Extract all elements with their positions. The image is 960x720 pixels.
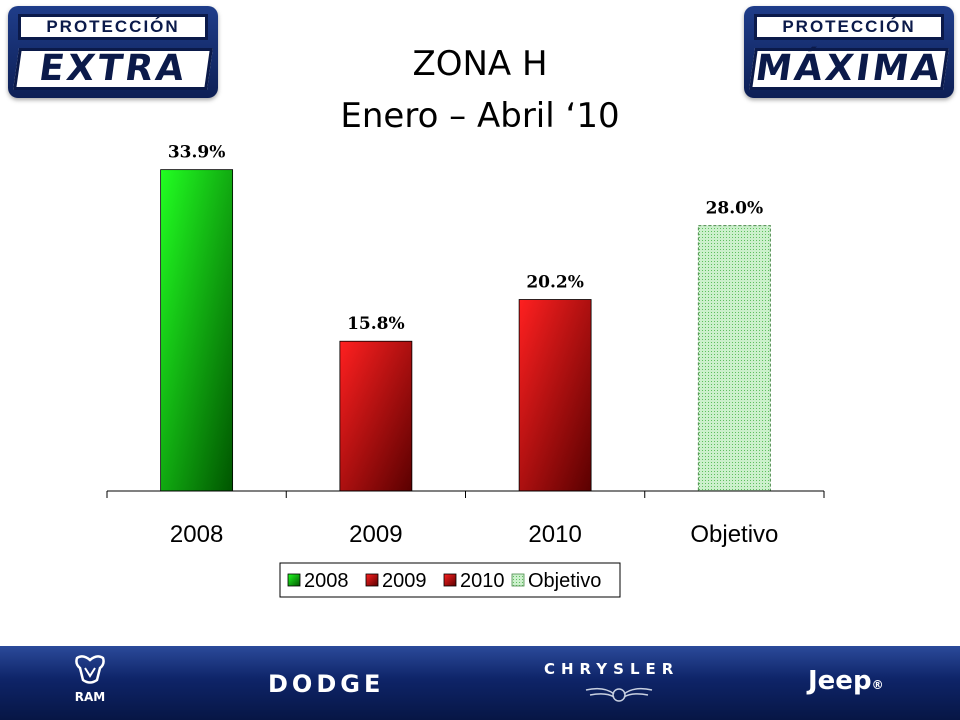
ram-logo: RAM: [60, 654, 120, 704]
chrysler-logo: CHRYSLER: [544, 660, 680, 702]
chrysler-wings-icon: [585, 687, 653, 702]
brand-footer: RAM DODGE CHRYSLER Jeep®: [0, 646, 960, 720]
page-subtitle: Enero – Abril ‘10: [340, 96, 620, 136]
tick-label-objetivo: Objetivo: [690, 521, 778, 548]
data-label-2009: 15.8%: [347, 314, 405, 334]
data-label-2010: 20.2%: [526, 273, 584, 293]
chrysler-label: CHRYSLER: [544, 660, 680, 678]
logo-right-top-text: PROTECCIÓN: [754, 14, 944, 40]
plot-area: 33.9% 2008 15.8% 2009 20.2% 2010 28.0% Objetivo: [106, 143, 825, 548]
jeep-logo: Jeep®: [808, 666, 884, 696]
bar-chart: 33.9% 2008 15.8% 2009 20.2% 2010 28.0% Objetivo…: [106, 143, 825, 598]
legend: 2008 2009 2010 Objetivo: [279, 562, 621, 598]
legend-swatch-2009: [365, 573, 379, 587]
dodge-logo: DODGE: [268, 670, 385, 698]
proteccion-maxima-logo: PROTECCIÓN MÁXIMA: [744, 6, 954, 98]
logo-left-top-text: PROTECCIÓN: [18, 14, 208, 40]
tick-label-2009: 2009: [349, 521, 402, 548]
legend-label-2009: 2009: [382, 570, 427, 592]
jeep-registered-mark: ®: [871, 678, 884, 692]
legend-label-objetivo: Objetivo: [528, 570, 601, 592]
legend-label-2010: 2010: [460, 570, 505, 592]
data-label-objetivo: 28.0%: [706, 199, 764, 219]
jeep-label: Jeep: [808, 666, 872, 696]
legend-swatch-2008: [287, 573, 301, 587]
bar-objetivo: [697, 225, 771, 492]
page-title: ZONA H: [412, 44, 548, 84]
legend-swatch-objetivo: [511, 573, 525, 587]
tick-label-2010: 2010: [528, 521, 581, 548]
legend-swatch-2010: [443, 573, 457, 587]
data-label-2008: 33.9%: [168, 143, 226, 163]
ram-label: RAM: [74, 690, 106, 704]
legend-label-2008: 2008: [304, 570, 349, 592]
proteccion-extra-logo: PROTECCIÓN EXTRA: [8, 6, 218, 98]
tick-label-2008: 2008: [170, 521, 223, 548]
bar-2010: [518, 299, 592, 492]
bar-2008: [160, 169, 234, 492]
bar-2009: [339, 340, 413, 492]
ram-head-icon: [75, 655, 105, 684]
